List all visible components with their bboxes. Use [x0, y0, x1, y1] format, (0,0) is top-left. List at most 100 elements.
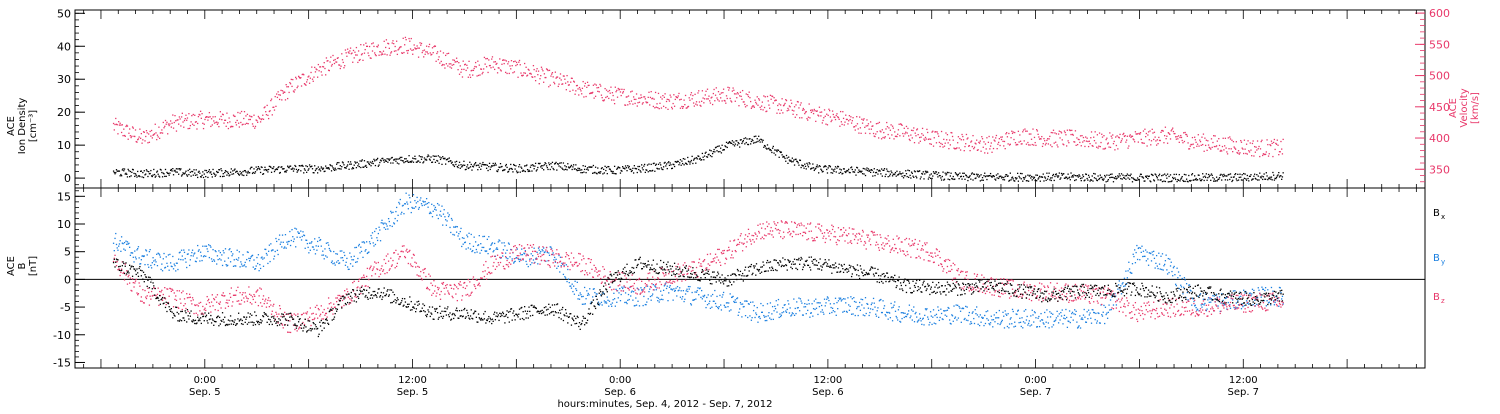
density-point: [872, 175, 873, 176]
density-point: [719, 145, 720, 146]
density-point: [373, 159, 374, 160]
velocity-point: [305, 85, 306, 86]
density-point: [549, 164, 550, 165]
density-point: [231, 168, 232, 169]
density-point: [605, 170, 606, 171]
by-point: [179, 252, 180, 253]
density-point: [828, 167, 829, 168]
density-point: [381, 160, 382, 161]
by-point: [1009, 323, 1010, 324]
density-point: [255, 171, 256, 172]
by-point: [852, 313, 853, 314]
velocity-point: [1269, 153, 1270, 154]
velocity-point: [256, 120, 257, 121]
density-point: [1273, 175, 1274, 176]
density-point: [440, 159, 441, 160]
velocity-point: [1181, 137, 1182, 138]
velocity-point: [1059, 131, 1060, 132]
velocity-point: [409, 41, 410, 42]
velocity-point: [799, 117, 800, 118]
velocity-point: [735, 101, 736, 102]
density-point: [646, 170, 647, 171]
density-point: [977, 174, 978, 175]
velocity-point: [389, 55, 390, 56]
velocity-point: [806, 111, 807, 112]
density-point: [354, 161, 355, 162]
velocity-point: [761, 105, 762, 106]
density-point: [1067, 178, 1068, 179]
velocity-point: [894, 131, 895, 132]
by-point: [406, 201, 407, 202]
velocity-point: [836, 113, 837, 114]
velocity-point: [416, 48, 417, 49]
density-point: [1003, 177, 1004, 178]
density-point: [212, 176, 213, 177]
velocity-point: [658, 93, 659, 94]
velocity-point: [363, 44, 364, 45]
density-point: [1244, 178, 1245, 179]
by-point: [825, 302, 826, 303]
by-point: [828, 300, 829, 301]
velocity-point: [249, 115, 250, 116]
velocity-point: [493, 61, 494, 62]
by-point: [694, 299, 695, 300]
by-point: [695, 298, 696, 299]
velocity-point: [882, 129, 883, 130]
density-point: [678, 161, 679, 162]
velocity-point: [833, 114, 834, 115]
by-point: [588, 293, 589, 294]
by-point: [332, 263, 333, 264]
density-point: [874, 175, 875, 176]
velocity-point: [1051, 146, 1052, 147]
density-point: [1103, 178, 1104, 179]
density-point: [1113, 181, 1114, 182]
velocity-point: [635, 99, 636, 100]
density-point: [207, 177, 208, 178]
velocity-point: [449, 63, 450, 64]
by-point: [898, 306, 899, 307]
velocity-point: [1038, 136, 1039, 137]
by-point: [435, 209, 436, 210]
density-point: [743, 140, 744, 141]
by-point: [994, 314, 995, 315]
density-point: [358, 163, 359, 164]
by-point: [967, 306, 968, 307]
velocity-point: [179, 118, 180, 119]
density-point: [396, 158, 397, 159]
density-point: [1029, 175, 1030, 176]
by-point: [735, 299, 736, 300]
density-point: [1062, 175, 1063, 176]
density-point: [905, 170, 906, 171]
density-point: [741, 139, 742, 140]
by-point: [991, 319, 992, 320]
velocity-point: [948, 148, 949, 149]
by-point: [780, 316, 781, 317]
velocity-point: [217, 124, 218, 125]
by-point: [133, 257, 134, 258]
by-point: [114, 238, 115, 239]
density-point: [1184, 174, 1185, 175]
velocity-point: [975, 143, 976, 144]
velocity-point: [698, 90, 699, 91]
velocity-point: [460, 72, 461, 73]
by-point: [341, 250, 342, 251]
density-point: [621, 171, 622, 172]
density-point: [750, 143, 751, 144]
by-point: [329, 248, 330, 249]
density-point: [606, 167, 607, 168]
by-point: [1040, 313, 1041, 314]
density-point: [386, 158, 387, 159]
velocity-point: [918, 134, 919, 135]
velocity-point: [1052, 132, 1053, 133]
velocity-point: [482, 72, 483, 73]
by-point: [218, 250, 219, 251]
density-point: [452, 162, 453, 163]
velocity-point: [1056, 144, 1057, 145]
density-point: [744, 143, 745, 144]
density-point: [1219, 177, 1220, 178]
velocity-point: [121, 132, 122, 133]
density-point: [942, 171, 943, 172]
velocity-point: [170, 120, 171, 121]
velocity-point: [569, 91, 570, 92]
by-point: [395, 211, 396, 212]
